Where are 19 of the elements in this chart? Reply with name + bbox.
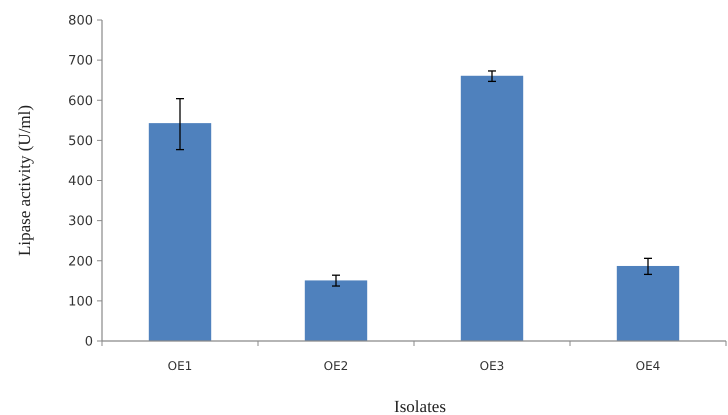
x-tick-label: OE4 — [636, 359, 660, 373]
x-tick-label: OE1 — [168, 359, 192, 373]
bar — [460, 76, 524, 341]
y-tick-label: 600 — [68, 94, 93, 109]
y-tick-label: 800 — [68, 14, 93, 29]
y-tick-label: 300 — [68, 214, 93, 230]
y-tick-label: 200 — [68, 254, 93, 270]
y-tick-label: 400 — [68, 174, 93, 190]
bar — [148, 123, 212, 341]
y-tick-label: 100 — [68, 294, 93, 310]
x-axis-title: Isolates — [394, 397, 446, 415]
bar — [304, 280, 368, 341]
x-tick-label: OE2 — [324, 359, 348, 373]
y-axis-title: Lipase activity (U/ml) — [15, 104, 34, 256]
y-tick-label: 500 — [68, 134, 93, 149]
y-tick-label: 0 — [84, 334, 93, 350]
y-tick-label: 700 — [68, 54, 93, 69]
bar — [616, 266, 680, 341]
x-tick-label: OE3 — [480, 359, 504, 373]
